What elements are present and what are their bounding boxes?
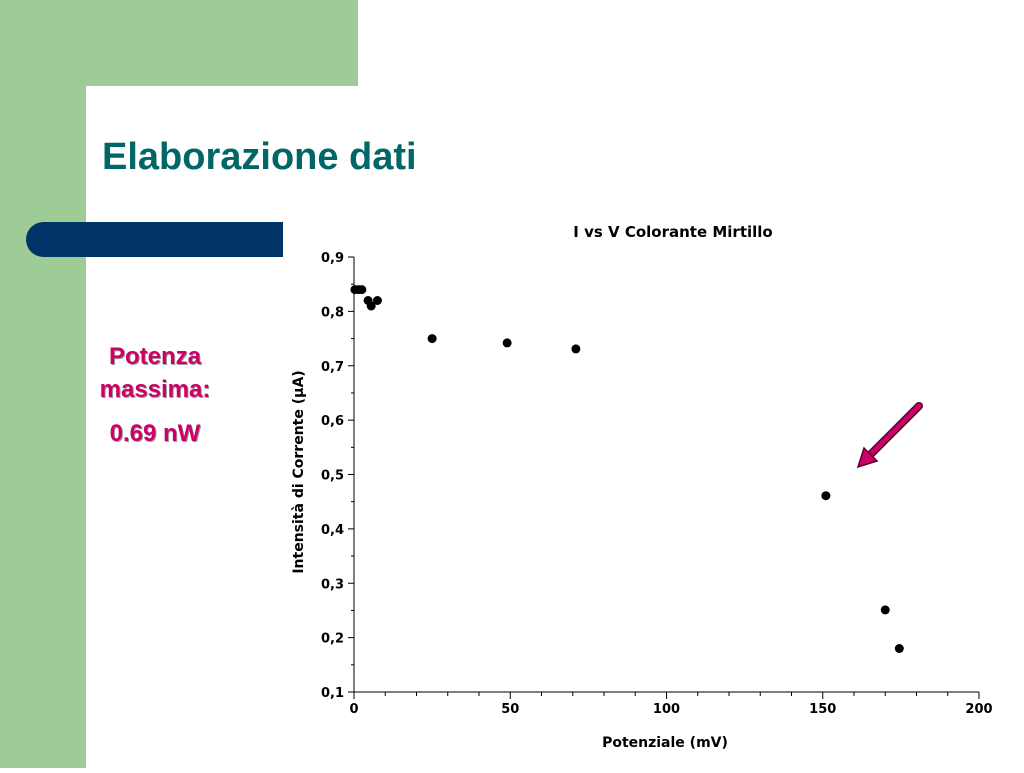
y-tick-label: 0,5 [321, 469, 344, 484]
y-tick-label: 0,3 [321, 577, 344, 592]
y-axis-label: Intensità di Corrente (µA) [291, 370, 307, 573]
axis-ticks: 0,1 0,2 0,3 0,4 0,5 0,6 0,7 0,8 0,9 0 50 100 150 200 [321, 251, 993, 717]
y-tick-label: 0,7 [321, 360, 344, 375]
data-point [366, 301, 376, 311]
y-tick-label: 0,8 [321, 305, 344, 320]
x-tick-label: 150 [809, 702, 836, 717]
x-tick-label: 0 [349, 702, 358, 717]
iv-scatter-chart: I vs V Colorante Mirtillo Potenziale (mV… [291, 223, 993, 751]
y-tick-label: 0,9 [321, 251, 344, 266]
data-point [502, 338, 512, 348]
green-left-band [0, 0, 86, 768]
x-tick-label: 50 [501, 702, 519, 717]
data-point [880, 605, 890, 615]
data-point [821, 491, 831, 501]
x-tick-label: 200 [965, 702, 992, 717]
slide-title: Elaborazione dati [102, 136, 417, 178]
title-underline-bar [26, 222, 296, 257]
data-point [571, 344, 581, 354]
data-points [350, 285, 904, 653]
y-tick-label: 0,6 [321, 414, 344, 429]
highlight-arrow [856, 402, 923, 469]
chart-panel: I vs V Colorante Mirtillo Potenziale (mV… [283, 212, 1024, 768]
data-point [894, 644, 904, 653]
x-axis-label: Potenziale (mV) [602, 735, 728, 751]
y-tick-label: 0,4 [321, 523, 344, 538]
y-tick-label: 0,1 [321, 686, 344, 701]
data-point [372, 296, 382, 305]
y-tick-label: 0,2 [321, 632, 344, 647]
chart-title: I vs V Colorante Mirtillo [573, 223, 772, 241]
x-tick-label: 100 [653, 702, 680, 717]
power-value: 0.69 nW [109, 420, 201, 447]
data-point [357, 285, 367, 295]
data-point [427, 334, 437, 344]
power-label: Potenza massima: [99, 343, 211, 403]
